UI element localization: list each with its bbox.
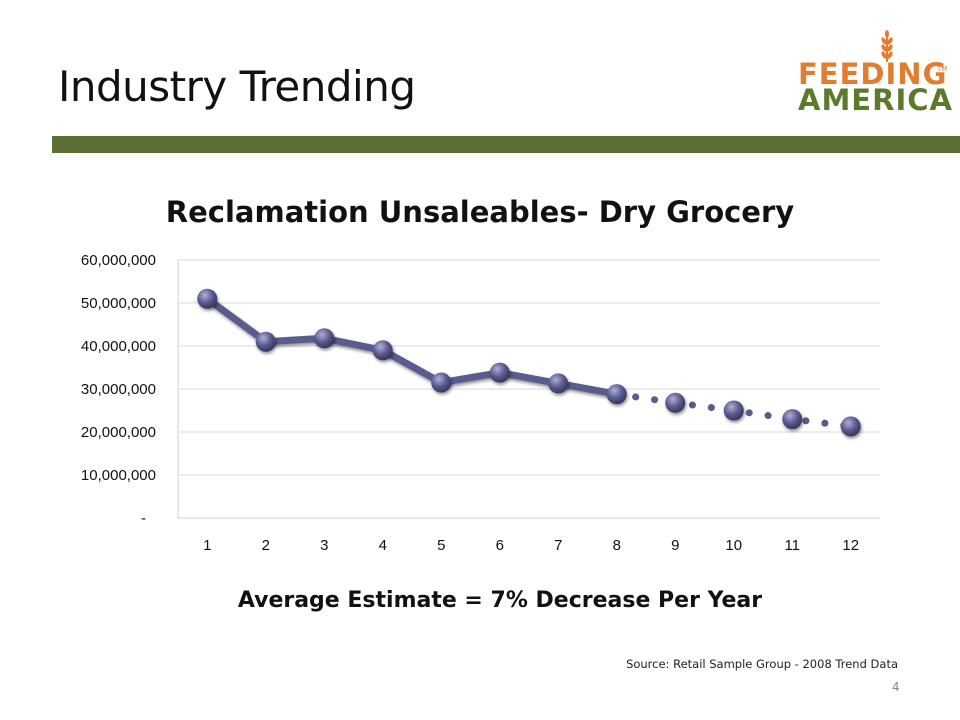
slide-title: Industry Trending	[58, 62, 416, 111]
header-divider-bar	[52, 136, 960, 153]
x-tick-label: 4	[379, 537, 387, 554]
y-tick-label: 40,000,000	[81, 338, 156, 355]
chart-title: Reclamation Unsaleables- Dry Grocery	[165, 195, 795, 229]
y-tick-label: 50,000,000	[81, 295, 156, 312]
x-tick-label: 6	[496, 537, 504, 554]
y-tick-label: 60,000,000	[81, 252, 156, 269]
data-point-7	[548, 373, 569, 394]
data-point-5	[431, 372, 452, 393]
logo-america-text: AMERICA	[798, 83, 953, 117]
average-estimate-text: Average Estimate = 7% Decrease Per Year	[237, 588, 763, 613]
y-tick-label: 20,000,000	[81, 424, 156, 441]
data-point-4	[372, 340, 393, 361]
data-point-1	[197, 288, 218, 309]
x-tick-label: 7	[554, 537, 562, 554]
logo-feeding-text: FEEDING	[798, 57, 948, 91]
page-number: 4	[892, 680, 900, 694]
x-tick-label: 12	[842, 537, 859, 554]
x-tick-label: 9	[671, 537, 679, 554]
x-tick-label: 5	[437, 537, 445, 554]
data-point-11	[782, 409, 803, 430]
data-point-10	[723, 400, 744, 421]
logo-trademark: TM	[937, 65, 948, 73]
data-point-9	[665, 392, 686, 413]
data-point-6	[489, 362, 510, 383]
wheat-icon	[881, 30, 893, 62]
x-tick-label: 10	[725, 537, 742, 554]
y-tick-label: -	[141, 510, 146, 527]
line-chart: - 10,000,000 20,000,000 30,000,000 40,000,00…	[81, 252, 880, 554]
data-point-3	[314, 328, 335, 349]
data-point-12	[840, 416, 861, 437]
x-tick-label: 1	[203, 537, 211, 554]
data-point-2	[255, 331, 276, 352]
x-tick-label: 3	[320, 537, 328, 554]
y-tick-label: 10,000,000	[81, 467, 156, 484]
y-tick-label: 30,000,000	[81, 381, 156, 398]
x-tick-label: 8	[613, 537, 621, 554]
x-tick-label: 11	[784, 537, 800, 554]
feeding-america-logo: FEEDING TM AMERICA	[796, 30, 952, 115]
source-note: Source: Retail Sample Group - 2008 Trend…	[626, 657, 898, 671]
data-point-8	[606, 384, 627, 405]
x-tick-label: 2	[262, 537, 270, 554]
